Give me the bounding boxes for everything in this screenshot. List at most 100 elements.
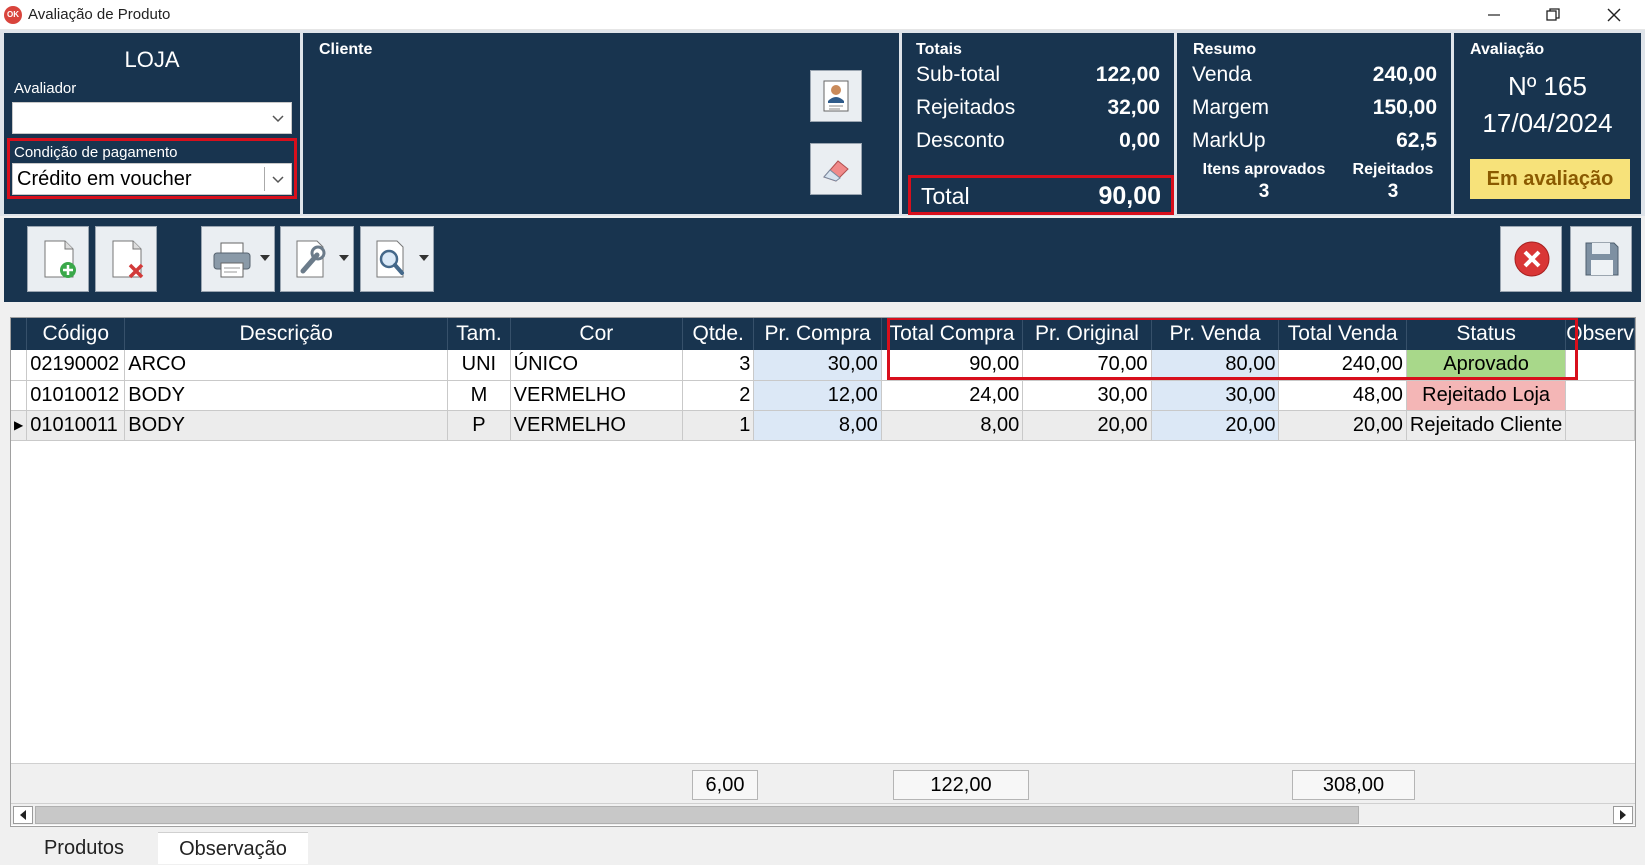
close-window-button[interactable] bbox=[1591, 0, 1637, 30]
col-header-status[interactable]: Status bbox=[1406, 318, 1567, 350]
delete-button[interactable] bbox=[95, 226, 157, 292]
rejeitados-count-value: 3 bbox=[1387, 181, 1399, 202]
cell-total-venda[interactable]: 48,00 bbox=[1278, 380, 1407, 411]
cell-codigo[interactable]: 01010011 bbox=[26, 410, 126, 441]
table-row[interactable]: 01010012 BODY M VERMELHO 2 12,00 24,00 3… bbox=[11, 380, 1635, 411]
cancel-button[interactable] bbox=[1500, 226, 1562, 292]
table-row-selected[interactable]: ▶ 01010011 BODY P VERMELHO 1 8,00 8,00 2… bbox=[11, 410, 1635, 441]
cell-codigo[interactable]: 02190002 bbox=[26, 350, 126, 381]
select-client-button[interactable] bbox=[810, 70, 862, 122]
col-header-total-venda[interactable]: Total Venda bbox=[1278, 318, 1407, 350]
col-header-total-compra[interactable]: Total Compra bbox=[881, 318, 1024, 350]
cell-cor[interactable]: VERMELHO bbox=[510, 410, 684, 441]
rejeitados-total-value: 32,00 bbox=[1107, 96, 1160, 119]
desconto-label: Desconto bbox=[916, 129, 1005, 152]
app-icon: OK bbox=[4, 6, 22, 24]
preview-button[interactable] bbox=[360, 226, 434, 292]
subtotal-value: 122,00 bbox=[1095, 63, 1160, 86]
cell-codigo[interactable]: 01010012 bbox=[26, 380, 126, 411]
horizontal-scrollbar[interactable] bbox=[11, 803, 1635, 825]
cell-total-venda[interactable]: 240,00 bbox=[1278, 350, 1407, 381]
eraser-icon bbox=[823, 160, 849, 182]
col-header-descricao[interactable]: Descrição bbox=[124, 318, 449, 350]
cell-pr-original[interactable]: 30,00 bbox=[1022, 380, 1152, 411]
cell-pr-compra[interactable]: 8,00 bbox=[753, 410, 882, 441]
loja-panel: LOJA Avaliador Condição de pagamento Cré… bbox=[4, 33, 300, 214]
col-header-pr-venda[interactable]: Pr. Venda bbox=[1151, 318, 1280, 350]
grid-totals-row: 6,00 122,00 308,00 bbox=[11, 763, 1635, 803]
cell-observacao[interactable] bbox=[1565, 410, 1635, 441]
markup-label: MarkUp bbox=[1192, 129, 1266, 152]
products-grid[interactable]: Código Descrição Tam. Cor Qtde. Pr. Comp… bbox=[10, 317, 1636, 827]
new-document-icon bbox=[44, 240, 76, 278]
pagamento-value: Crédito em voucher bbox=[17, 168, 192, 190]
cell-status[interactable]: Rejeitado Cliente bbox=[1406, 410, 1567, 441]
tab-observacao[interactable]: Observação bbox=[158, 832, 308, 864]
scroll-right-button[interactable] bbox=[1613, 806, 1633, 824]
save-button[interactable] bbox=[1570, 226, 1632, 292]
col-header-tam[interactable]: Tam. bbox=[447, 318, 511, 350]
cell-pr-venda[interactable]: 30,00 bbox=[1151, 380, 1280, 411]
dropdown-arrow-icon[interactable] bbox=[339, 255, 349, 261]
products-table: Código Descrição Tam. Cor Qtde. Pr. Comp… bbox=[11, 318, 1635, 441]
col-header-observacao[interactable]: Observ bbox=[1565, 318, 1635, 350]
cell-observacao[interactable] bbox=[1565, 380, 1635, 411]
toolbar bbox=[4, 218, 1641, 302]
tab-produtos[interactable]: Produtos bbox=[10, 832, 158, 864]
cell-pr-venda[interactable]: 20,00 bbox=[1151, 410, 1280, 441]
arrow-left-icon bbox=[20, 810, 26, 820]
cell-pr-original[interactable]: 20,00 bbox=[1022, 410, 1152, 441]
combo-divider bbox=[264, 167, 265, 191]
cell-pr-compra[interactable]: 30,00 bbox=[753, 350, 882, 381]
resumo-panel: Resumo Venda 240,00 Margem 150,00 MarkUp… bbox=[1177, 33, 1451, 214]
minimize-button[interactable] bbox=[1471, 0, 1517, 30]
pagamento-combo[interactable]: Crédito em voucher bbox=[12, 163, 292, 195]
cliente-panel: Cliente bbox=[303, 33, 899, 214]
col-header-codigo[interactable]: Código bbox=[26, 318, 126, 350]
cell-qtde[interactable]: 3 bbox=[682, 350, 755, 381]
col-header-cor[interactable]: Cor bbox=[510, 318, 684, 350]
total-value: 90,00 bbox=[1098, 182, 1161, 210]
cell-descricao[interactable]: BODY bbox=[124, 410, 449, 441]
sum-total-compra: 122,00 bbox=[893, 770, 1029, 800]
columns-highlight bbox=[887, 318, 1578, 380]
cell-total-compra[interactable]: 24,00 bbox=[881, 380, 1024, 411]
cell-pr-compra[interactable]: 12,00 bbox=[753, 380, 882, 411]
cell-descricao[interactable]: ARCO bbox=[124, 350, 449, 381]
cell-total-compra[interactable]: 8,00 bbox=[881, 410, 1024, 441]
col-header-pr-original[interactable]: Pr. Original bbox=[1022, 318, 1152, 350]
table-row[interactable]: 02190002 ARCO UNI ÚNICO 3 30,00 90,00 70… bbox=[11, 350, 1635, 381]
cell-qtde[interactable]: 2 bbox=[682, 380, 755, 411]
col-header-qtde[interactable]: Qtde. bbox=[682, 318, 755, 350]
cell-total-venda[interactable]: 20,00 bbox=[1278, 410, 1407, 441]
clear-client-button[interactable] bbox=[810, 143, 862, 195]
dropdown-arrow-icon[interactable] bbox=[260, 255, 270, 261]
total-highlight: Total 90,00 bbox=[908, 175, 1174, 215]
tools-icon bbox=[296, 240, 326, 278]
scroll-thumb[interactable] bbox=[35, 806, 1359, 824]
cell-cor[interactable]: VERMELHO bbox=[510, 380, 684, 411]
dropdown-arrow-icon[interactable] bbox=[419, 255, 429, 261]
col-header-pr-compra[interactable]: Pr. Compra bbox=[753, 318, 882, 350]
cell-descricao[interactable]: BODY bbox=[124, 380, 449, 411]
margem-value: 150,00 bbox=[1372, 96, 1437, 119]
scroll-left-button[interactable] bbox=[13, 806, 33, 824]
cell-tam[interactable]: P bbox=[447, 410, 511, 441]
cell-cor[interactable]: ÚNICO bbox=[510, 350, 684, 381]
close-icon bbox=[1607, 8, 1621, 22]
restore-button[interactable] bbox=[1530, 0, 1576, 30]
cell-status[interactable]: Rejeitado Loja bbox=[1406, 380, 1567, 411]
table-header: Código Descrição Tam. Cor Qtde. Pr. Comp… bbox=[11, 318, 1635, 350]
totais-title: Totais bbox=[916, 41, 962, 58]
pagamento-label: Condição de pagamento bbox=[14, 144, 178, 161]
cell-tam[interactable]: M bbox=[447, 380, 511, 411]
cell-qtde[interactable]: 1 bbox=[682, 410, 755, 441]
cell-tam[interactable]: UNI bbox=[447, 350, 511, 381]
print-button[interactable] bbox=[201, 226, 275, 292]
cell-total-compra[interactable]: 90,00 bbox=[881, 350, 1024, 381]
minimize-icon bbox=[1488, 14, 1500, 16]
rejeitados-total-label: Rejeitados bbox=[916, 96, 1016, 119]
tools-button[interactable] bbox=[280, 226, 354, 292]
avaliador-combo[interactable] bbox=[12, 102, 292, 134]
new-button[interactable] bbox=[27, 226, 89, 292]
